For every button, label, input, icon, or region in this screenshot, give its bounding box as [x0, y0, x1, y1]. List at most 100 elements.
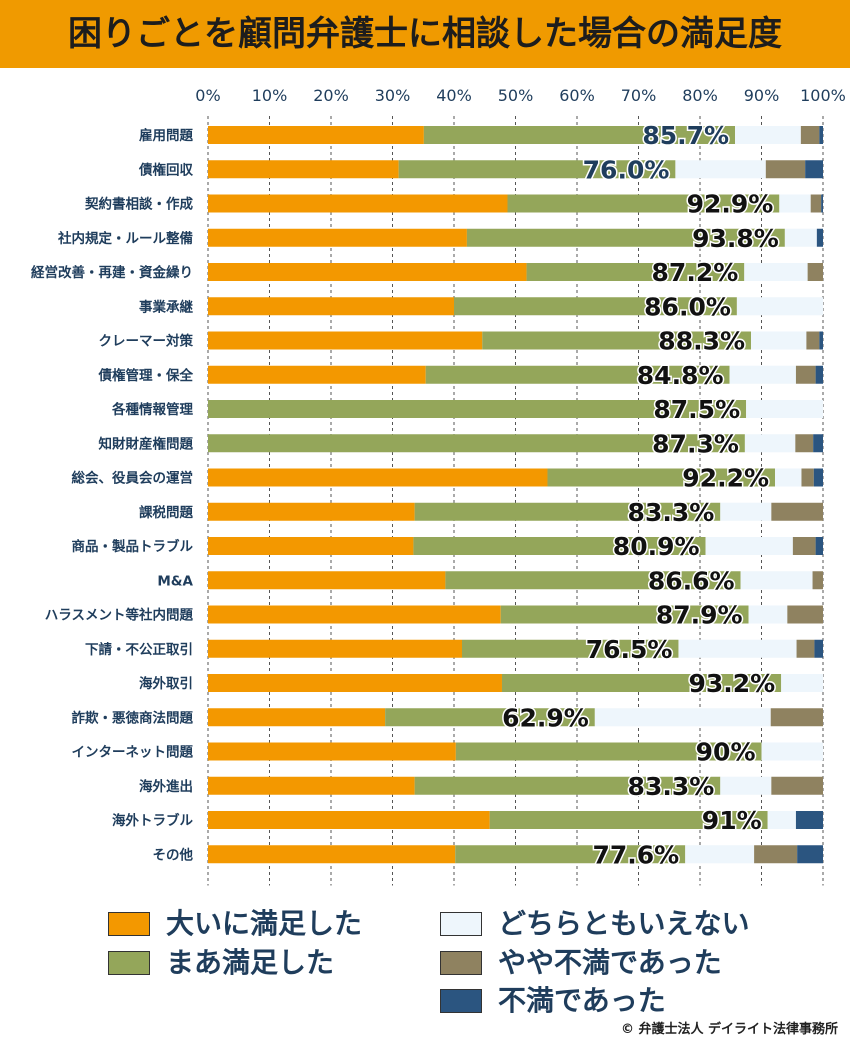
category-label: 経営改善・再建・資金繰り	[31, 264, 193, 281]
bar-segment	[735, 126, 801, 144]
bar-segment	[414, 776, 721, 795]
category-label: 債権回収	[138, 161, 193, 178]
category-label: 債権管理・保全	[98, 367, 194, 384]
bar-segment	[751, 331, 807, 350]
bar-segment	[761, 742, 823, 761]
bar-segment	[771, 776, 823, 795]
category-label: その他	[153, 846, 194, 863]
data-label: 84.8%	[637, 361, 724, 390]
data-label: 83.3%	[628, 498, 715, 527]
bar-segment	[815, 537, 823, 555]
bar-segment	[814, 639, 823, 658]
bar-segment	[815, 365, 823, 384]
x-tick-label: 90%	[744, 86, 780, 105]
legend-swatch	[108, 951, 150, 975]
bar-segment	[208, 776, 415, 795]
data-label: 93.2%	[688, 669, 775, 698]
category-label: M&A	[157, 573, 193, 589]
legend-label: やや不満であった	[498, 946, 722, 979]
bar-segment	[795, 811, 823, 829]
category-label: 海外取引	[139, 675, 193, 692]
bar-segment	[594, 708, 771, 727]
bar-segment	[507, 194, 780, 213]
category-label: クレーマー対策	[99, 333, 194, 350]
bar-segment	[748, 605, 788, 624]
bar-segment	[770, 708, 823, 727]
x-tick-label: 20%	[313, 86, 349, 105]
x-tick-label: 70%	[621, 86, 657, 105]
x-tick-label: 40%	[436, 86, 472, 105]
bar-segment	[526, 263, 745, 281]
stacked-bar-chart: 0% 10% 20% 30% 40% 50% 60% 70% 80% 90% 100% 雇用問題 85.…	[31, 86, 846, 886]
bar-segment	[765, 160, 806, 179]
bar-segment	[208, 845, 456, 864]
data-label: 88.3%	[658, 327, 745, 356]
bar-segment	[810, 194, 822, 213]
bar-segment	[771, 502, 823, 521]
category-label: 下請・不公正取引	[85, 641, 193, 658]
bar-segment	[414, 502, 721, 521]
bar-segment	[754, 845, 798, 864]
bar-segment	[208, 228, 467, 247]
bar-segment	[208, 571, 446, 590]
category-label: インターネット問題	[72, 745, 194, 761]
bar-segment	[208, 708, 386, 727]
legend-swatch	[440, 912, 482, 936]
category-label: 詐欺・悪徳商法問題	[72, 709, 194, 726]
legend-swatch	[440, 989, 482, 1013]
bar-segment	[746, 400, 823, 418]
x-tick-label: 10%	[252, 86, 288, 105]
bar-segment	[729, 365, 796, 384]
legend-swatch	[440, 951, 482, 975]
bar-segment	[744, 434, 796, 453]
x-tick-label: 100%	[800, 86, 846, 105]
data-label: 87.2%	[652, 258, 739, 287]
bar-segment	[795, 434, 814, 453]
bar-segment	[385, 708, 595, 727]
title-bar	[0, 0, 850, 68]
data-label: 93.8%	[692, 224, 779, 253]
data-label: 83.3%	[628, 772, 715, 801]
x-tick-label: 50%	[498, 86, 534, 105]
x-tick-label: 0%	[195, 86, 220, 105]
bar-segment	[208, 434, 745, 453]
bar-segment	[208, 126, 424, 144]
bar-segment	[208, 605, 501, 624]
bar-segment	[208, 263, 527, 281]
bar-segment	[445, 571, 741, 590]
bar-segment	[775, 468, 802, 487]
category-label: 課税問題	[139, 504, 193, 521]
bar-segment	[501, 674, 782, 692]
bar-segment	[208, 811, 490, 829]
data-label: 85.7%	[642, 121, 729, 150]
bar-segment	[819, 331, 823, 350]
category-label: 海外トラブル	[112, 812, 193, 829]
bar-segment	[685, 845, 755, 864]
legend-label: 不満であった	[498, 984, 666, 1017]
x-tick-label: 30%	[375, 86, 411, 105]
category-label: 事業承継	[139, 298, 193, 315]
legend-swatch	[108, 912, 150, 936]
bar-segment	[806, 331, 820, 350]
bar-segment	[208, 331, 483, 350]
bar-segment	[767, 811, 796, 829]
bar-segment	[816, 228, 823, 247]
bar-segment	[208, 674, 502, 692]
bar-segment	[779, 194, 811, 213]
x-tick-label: 60%	[559, 86, 595, 105]
bar-segment	[736, 297, 823, 316]
data-label: 92.9%	[687, 190, 774, 219]
data-label: 62.9%	[502, 703, 589, 732]
bar-segment	[744, 263, 808, 281]
bar-segment	[813, 434, 823, 453]
category-label: 各種情報管理	[111, 401, 193, 418]
bar-segment	[784, 228, 817, 247]
bar-segment	[423, 126, 736, 144]
data-label: 86.0%	[644, 292, 731, 321]
data-label: 76.0%	[583, 155, 670, 184]
bar-segment	[461, 639, 679, 658]
bar-segment	[792, 537, 816, 555]
bar-segment	[413, 537, 706, 555]
bar-segment	[797, 845, 823, 864]
bar-segment	[466, 228, 785, 247]
